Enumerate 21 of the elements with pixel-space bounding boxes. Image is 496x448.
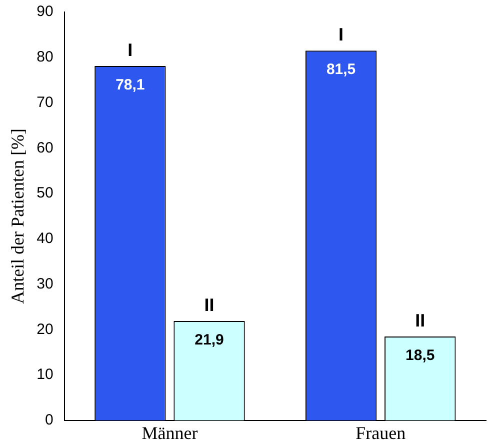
y-tick-label: 70 bbox=[36, 94, 54, 111]
y-tick-label: 90 bbox=[36, 3, 54, 20]
y-tick-label: 80 bbox=[36, 48, 54, 66]
data-label: 78,1 bbox=[116, 76, 145, 94]
data-label: 21,9 bbox=[194, 332, 224, 349]
y-tick-label: 0 bbox=[44, 412, 54, 429]
y-tick-label: 50 bbox=[36, 184, 54, 202]
y-tick-label: 60 bbox=[36, 139, 54, 156]
text: I bbox=[338, 24, 344, 45]
y-tick-label: 40 bbox=[36, 230, 54, 248]
y-tick-label: 20 bbox=[36, 320, 54, 338]
y-tick-label: 30 bbox=[36, 275, 54, 292]
text: II bbox=[415, 310, 426, 330]
x-tick-label: Frauen bbox=[356, 422, 406, 443]
data-label: 81,5 bbox=[326, 61, 356, 78]
y-tick-label: 10 bbox=[36, 366, 54, 384]
y-axis-title: Anteil der Patienten [%] bbox=[8, 128, 28, 304]
x-tick-label: Männer bbox=[142, 422, 198, 443]
series-label: II bbox=[204, 294, 214, 315]
data-label: 18,5 bbox=[406, 347, 435, 364]
series-label: I bbox=[128, 40, 133, 60]
